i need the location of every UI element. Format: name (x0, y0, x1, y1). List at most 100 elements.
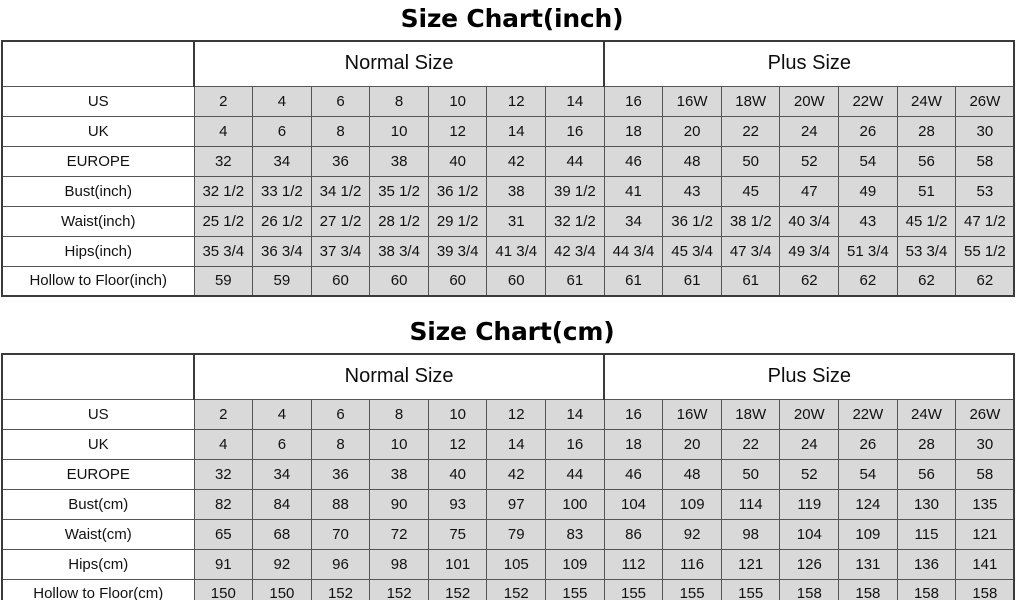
data-cell: 61 (545, 265, 605, 297)
data-cell: 30 (955, 115, 1015, 147)
data-cell: 51 3/4 (838, 235, 898, 267)
data-cell: 24 (779, 115, 840, 147)
data-cell: 26 1/2 (252, 205, 312, 237)
data-cell: 37 3/4 (310, 235, 371, 267)
data-cell: 65 (193, 518, 254, 550)
data-cell: 60 (369, 265, 429, 297)
data-cell: 109 (662, 488, 722, 520)
data-cell: 41 (603, 175, 664, 207)
data-cell: 109 (838, 518, 898, 550)
data-cell: 44 (545, 458, 605, 490)
corner-blank-cell (2, 40, 195, 87)
data-cell: 116 (662, 548, 722, 580)
data-cell: 4 (252, 85, 312, 117)
data-cell: 98 (369, 548, 429, 580)
data-cell: 38 (486, 175, 547, 207)
data-cell: 10 (427, 398, 488, 430)
table-row: Waist(cm) 65 68 70 72 75 79 83 86 92 98 104 109 115 12… (1, 518, 1015, 550)
page-title-cm: Size Chart(cm) (409, 317, 615, 346)
data-cell: 36 3/4 (252, 235, 312, 267)
table-row: Hips(cm) 91 92 96 98 101 105 109 112 116 121 126 131… (1, 548, 1015, 580)
data-cell: 155 (545, 578, 605, 600)
data-cell: 46 (603, 458, 664, 490)
data-cell: 82 (193, 488, 254, 520)
data-cell: 20W (779, 398, 840, 430)
data-cell: 8 (310, 115, 371, 147)
data-cell: 61 (662, 265, 722, 297)
data-cell: 18W (720, 85, 781, 117)
data-cell: 36 (310, 458, 371, 490)
group-header-normal-size: Normal Size (192, 40, 605, 87)
group-header-row: Normal Size Plus Size (2, 353, 1015, 400)
data-cell: 34 1/2 (310, 175, 371, 207)
data-cell: 50 (720, 145, 781, 177)
data-cell: 32 (193, 458, 254, 490)
data-cell: 40 (427, 145, 488, 177)
data-cell: 6 (310, 398, 371, 430)
data-cell: 38 (369, 458, 429, 490)
data-cell: 72 (369, 518, 429, 550)
data-cell: 38 3/4 (369, 235, 429, 267)
data-cell: 51 (896, 175, 957, 207)
data-cell: 47 3/4 (720, 235, 781, 267)
data-cell: 60 (310, 265, 371, 297)
data-cell: 68 (252, 518, 312, 550)
data-cell: 36 1/2 (427, 175, 488, 207)
table-row: Hips(inch) 35 3/4 36 3/4 37 3/4 38 3/4 39 3/4… (1, 235, 1015, 267)
row-header-label: US (1, 398, 195, 430)
data-cell: 47 1/2 (955, 205, 1015, 237)
data-cell: 26W (955, 85, 1015, 117)
row-header-label: UK (1, 428, 195, 460)
data-cell: 24 (779, 428, 840, 460)
data-cell: 14 (545, 398, 605, 430)
data-cell: 119 (779, 488, 840, 520)
data-cell: 20 (662, 115, 722, 147)
group-header-plus-size: Plus Size (603, 353, 1015, 400)
table-row: EUROPE 32 34 36 38 40 42 44 46 48 50 52 54 56 58 (1, 145, 1015, 177)
data-cell: 90 (369, 488, 429, 520)
data-cell: 104 (603, 488, 664, 520)
data-cell: 27 1/2 (310, 205, 371, 237)
row-header-label: Hips(inch) (1, 235, 195, 267)
data-cell: 36 (310, 145, 371, 177)
data-cell: 33 1/2 (252, 175, 312, 207)
data-cell: 42 (486, 145, 547, 177)
data-cell: 130 (896, 488, 957, 520)
data-cell: 155 (662, 578, 722, 600)
data-cell: 16 (545, 115, 605, 147)
data-cell: 115 (896, 518, 957, 550)
row-header-label: Hollow to Floor(cm) (1, 578, 195, 600)
data-cell: 48 (662, 458, 722, 490)
data-cell: 12 (486, 398, 547, 430)
data-cell: 152 (369, 578, 429, 600)
data-cell: 32 1/2 (193, 175, 254, 207)
data-cell: 4 (193, 115, 254, 147)
data-cell: 8 (369, 398, 429, 430)
data-cell: 26 (838, 428, 898, 460)
data-cell: 2 (193, 85, 254, 117)
data-cell: 34 (252, 458, 312, 490)
data-cell: 22W (838, 398, 898, 430)
row-header-label: US (1, 85, 195, 117)
data-cell: 62 (896, 265, 957, 297)
data-cell: 155 (720, 578, 781, 600)
row-header-label: Hollow to Floor(inch) (1, 265, 195, 297)
row-header-label: Bust(cm) (1, 488, 195, 520)
data-cell: 79 (486, 518, 547, 550)
data-cell: 12 (486, 85, 547, 117)
data-cell: 4 (193, 428, 254, 460)
data-cell: 45 3/4 (662, 235, 722, 267)
data-cell: 98 (720, 518, 781, 550)
data-cell: 59 (193, 265, 254, 297)
size-table-cm-body: Normal Size Plus Size US 2 4 6 8 10 12 14 16 16W 18W… (1, 353, 1015, 600)
table-row: Hollow to Floor(cm) 150 150 152 152 152 152 155… (1, 578, 1015, 600)
data-cell: 100 (545, 488, 605, 520)
chart-separator (0, 297, 1024, 313)
group-header-row: Normal Size Plus Size (2, 40, 1015, 87)
data-cell: 24W (896, 398, 957, 430)
data-cell: 150 (252, 578, 312, 600)
row-header-label: Waist(inch) (1, 205, 195, 237)
data-cell: 31 (486, 205, 547, 237)
data-cell: 158 (955, 578, 1015, 600)
data-cell: 53 (955, 175, 1015, 207)
